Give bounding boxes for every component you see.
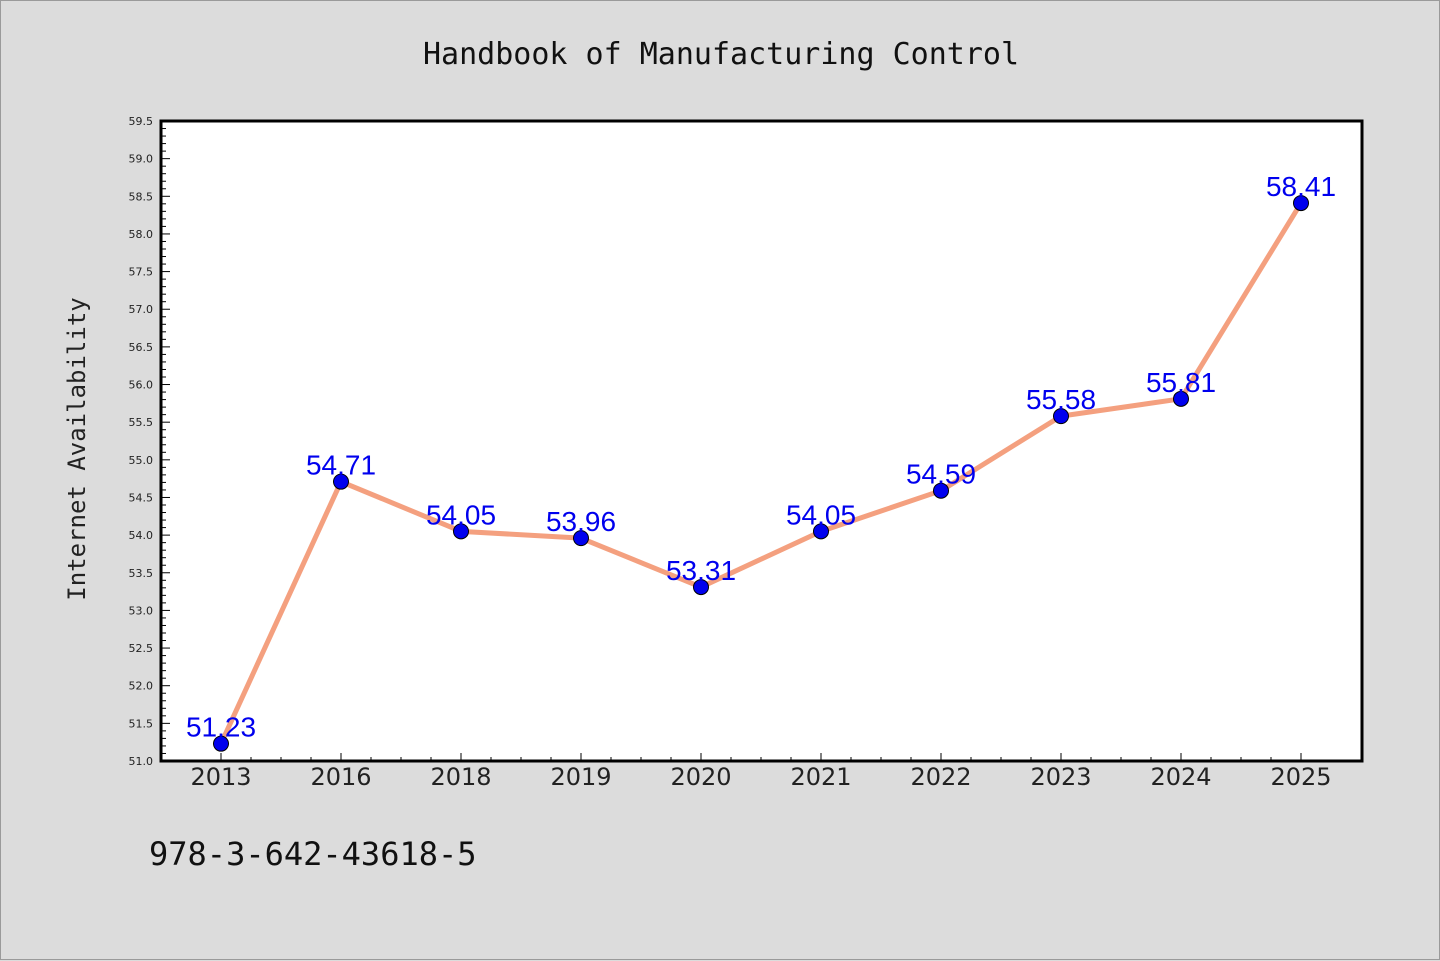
data-labels: 51.23 54.71 54.05 53.96 53.31 54.05 54.59 55.58… bbox=[186, 171, 1336, 743]
series-line bbox=[218, 200, 1304, 747]
data-points bbox=[213, 195, 1309, 752]
plot-frame bbox=[159, 119, 1364, 763]
y-tick-label: 54.0 bbox=[129, 529, 154, 542]
data-label: 54.59 bbox=[906, 459, 976, 490]
y-tick-label: 51.5 bbox=[129, 717, 154, 730]
y-tick-label: 56.0 bbox=[129, 379, 154, 392]
y-tick-label: 54.5 bbox=[129, 491, 154, 504]
data-label: 55.81 bbox=[1146, 367, 1216, 398]
x-tick-label: 2021 bbox=[790, 763, 851, 791]
x-tick-label: 2023 bbox=[1030, 763, 1091, 791]
y-axis-label: Internet Availability bbox=[63, 297, 91, 600]
data-label: 58.41 bbox=[1266, 171, 1336, 202]
data-label: 53.96 bbox=[546, 506, 616, 537]
data-point bbox=[213, 735, 229, 752]
x-tick-label: 2018 bbox=[430, 763, 491, 791]
y-tick-label: 57.0 bbox=[129, 303, 154, 316]
data-point bbox=[933, 482, 949, 499]
axis-ticks: 51.0 51.5 52.0 52.5 53.0 53.5 54.0 54.5 55.0 55.5… bbox=[129, 115, 1332, 791]
x-tick-label: 2020 bbox=[670, 763, 731, 791]
y-tick-label: 57.5 bbox=[129, 266, 154, 279]
data-label: 54.05 bbox=[426, 499, 496, 530]
y-tick-label: 59.5 bbox=[129, 115, 154, 128]
data-point bbox=[1053, 408, 1069, 425]
x-tick-label: 2025 bbox=[1270, 763, 1331, 791]
y-tick-label: 56.5 bbox=[129, 341, 154, 354]
y-tick-label: 53.5 bbox=[129, 567, 154, 580]
y-tick-label: 55.0 bbox=[129, 454, 154, 467]
data-label: 55.58 bbox=[1026, 384, 1096, 415]
x-tick-label: 2022 bbox=[910, 763, 971, 791]
isbn-text: 978-3-642-43618-5 bbox=[149, 835, 477, 873]
y-tick-label: 58.0 bbox=[129, 228, 154, 241]
y-tick-label: 51.0 bbox=[129, 755, 154, 768]
y-tick-label: 55.5 bbox=[129, 416, 154, 429]
x-tick-label: 2019 bbox=[550, 763, 611, 791]
data-label: 54.71 bbox=[306, 450, 376, 481]
data-label: 54.05 bbox=[786, 499, 856, 530]
y-tick-label: 52.5 bbox=[129, 642, 154, 655]
data-point bbox=[333, 473, 349, 490]
data-label: 51.23 bbox=[186, 712, 256, 743]
x-tick-label: 2016 bbox=[310, 763, 371, 791]
data-point bbox=[813, 523, 829, 540]
y-tick-label: 52.0 bbox=[129, 680, 154, 693]
y-tick-label: 58.5 bbox=[129, 190, 154, 203]
x-tick-label: 2024 bbox=[1150, 763, 1211, 791]
data-point bbox=[1293, 195, 1309, 212]
data-point bbox=[1173, 390, 1189, 407]
y-tick-label: 53.0 bbox=[129, 604, 154, 617]
series-line-layer bbox=[218, 200, 1304, 747]
chart-title: Handbook of Manufacturing Control bbox=[423, 37, 1019, 72]
data-label: 53.31 bbox=[666, 555, 736, 586]
x-tick-label: 2013 bbox=[190, 763, 251, 791]
y-tick-label: 59.0 bbox=[129, 153, 154, 166]
data-point bbox=[693, 579, 709, 596]
data-point bbox=[453, 523, 469, 540]
plot-area bbox=[161, 121, 1362, 761]
data-point bbox=[573, 530, 589, 547]
